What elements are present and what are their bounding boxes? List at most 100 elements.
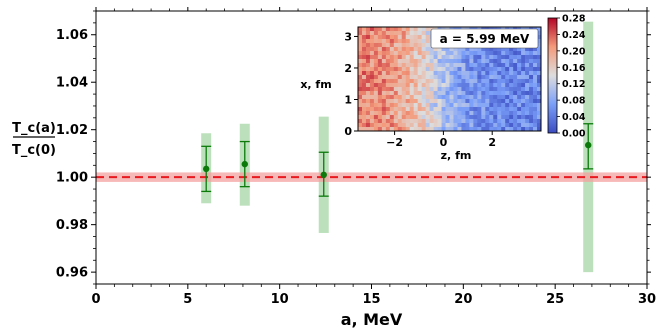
heatmap-cell	[481, 51, 486, 56]
heatmap-cell	[441, 47, 446, 52]
heatmap-cell	[385, 95, 391, 100]
heatmap-cell	[437, 107, 442, 112]
heatmap-cell	[365, 87, 371, 92]
heatmap-cell	[409, 83, 414, 88]
heatmap-cell	[361, 83, 367, 88]
heatmap-cell	[477, 67, 482, 72]
heatmap-cell	[358, 107, 363, 112]
heatmap-cell	[433, 119, 438, 124]
colorbar-tick-label-7: 0.28	[562, 14, 586, 25]
heatmap-cell	[529, 115, 534, 120]
heatmap-cell	[433, 63, 438, 68]
heatmap-cell	[381, 55, 387, 60]
heatmap-cell	[385, 67, 391, 72]
heatmap-cell	[465, 87, 470, 92]
heatmap-cell	[537, 51, 541, 56]
heatmap-cell	[533, 123, 538, 128]
heatmap-cell	[469, 95, 474, 100]
heatmap-cell	[397, 59, 403, 64]
heatmap-cell	[437, 47, 442, 52]
heatmap-cell	[481, 55, 486, 60]
heatmap-cell	[445, 47, 450, 52]
heatmap-cell	[417, 99, 422, 104]
heatmap-cell	[365, 123, 371, 128]
heatmap-cell	[461, 95, 466, 100]
heatmap-cell	[393, 87, 399, 92]
heatmap-cell	[429, 103, 434, 108]
heatmap-cell	[401, 63, 407, 68]
heatmap-cell	[445, 123, 450, 128]
heatmap-cell	[405, 47, 411, 52]
inset-frame	[357, 26, 542, 132]
heatmap-cell	[369, 55, 375, 60]
heatmap-cell	[497, 91, 502, 96]
heatmap-cell	[461, 91, 466, 96]
heatmap-cell	[397, 63, 403, 68]
heatmap-cell	[533, 119, 538, 124]
heatmap-cell	[509, 111, 514, 116]
heatmap-cell	[437, 127, 442, 131]
heatmap-cell	[405, 91, 411, 96]
heatmap-cell	[393, 63, 399, 68]
heatmap-cell	[413, 47, 418, 52]
heatmap-cell	[373, 63, 379, 68]
heatmap-cell	[469, 127, 474, 131]
heatmap-cell	[405, 55, 411, 60]
heatmap-cell	[457, 123, 462, 128]
heatmap-cell	[461, 51, 466, 56]
heatmap-cell	[405, 71, 411, 76]
heatmap-cell	[481, 71, 486, 76]
heatmap-cell	[449, 119, 454, 124]
heatmap-cell	[393, 39, 399, 44]
heatmap-cell	[445, 75, 450, 80]
heatmap-cell	[373, 95, 379, 100]
heatmap-cell	[373, 115, 379, 120]
heatmap-cell	[493, 111, 498, 116]
heatmap-cell	[513, 103, 518, 108]
heatmap-cell	[405, 123, 411, 128]
heatmap-cell	[513, 63, 518, 68]
heatmap-cell	[429, 107, 434, 112]
heatmap-cell	[517, 123, 522, 128]
heatmap-cell	[497, 79, 502, 84]
heatmap-cell	[373, 51, 379, 56]
heatmap-cell	[365, 71, 371, 76]
heatmap-cell	[501, 71, 506, 76]
colorbar-tick-label-5: 0.20	[562, 46, 586, 57]
heatmap-cell	[509, 123, 514, 128]
heatmap-cell	[473, 95, 478, 100]
heatmap-cell	[489, 115, 494, 120]
heatmap-cell	[453, 115, 458, 120]
heatmap-cell	[481, 123, 486, 128]
heatmap-cell	[361, 59, 367, 64]
heatmap-cell	[513, 79, 518, 84]
heatmap-cell	[425, 31, 430, 36]
heatmap-cell	[377, 51, 383, 56]
heatmap-cell	[473, 99, 478, 104]
heatmap-cell	[389, 103, 395, 108]
heatmap-cell	[445, 119, 450, 124]
heatmap-cell	[373, 107, 379, 112]
heatmap-cell	[449, 79, 454, 84]
heatmap-cell	[393, 31, 399, 36]
heatmap-cell	[489, 95, 494, 100]
heatmap-cell	[457, 67, 462, 72]
heatmap-cell	[441, 87, 446, 92]
heatmap-cell	[473, 107, 478, 112]
heatmap-cell	[465, 59, 470, 64]
inset-y-tick-label-0: 0	[344, 125, 352, 138]
heatmap-cell	[525, 47, 530, 52]
heatmap-cell	[501, 51, 506, 56]
heatmap-cell	[521, 95, 526, 100]
heatmap-cell	[481, 95, 486, 100]
heatmap-cell	[401, 39, 407, 44]
heatmap-cell	[441, 59, 446, 64]
heatmap-cell	[421, 39, 426, 44]
heatmap-cell	[397, 91, 403, 96]
heatmap-cell	[505, 127, 510, 131]
heatmap-cell	[389, 31, 395, 36]
heatmap-cell	[453, 47, 458, 52]
heatmap-cell	[389, 67, 395, 72]
heatmap-cell	[525, 79, 530, 84]
heatmap-cell	[437, 111, 442, 116]
